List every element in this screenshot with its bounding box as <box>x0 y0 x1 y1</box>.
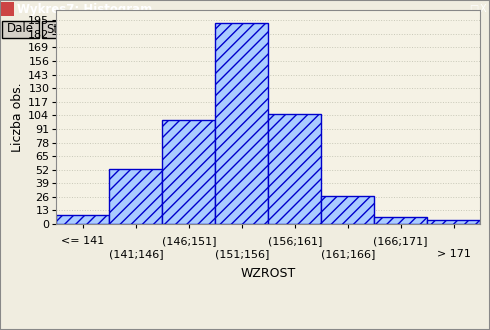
Text: □: □ <box>469 4 478 14</box>
Bar <box>1 2 14 16</box>
Bar <box>269 114 321 224</box>
FancyBboxPatch shape <box>42 21 78 38</box>
Text: (146;151]: (146;151] <box>162 236 216 246</box>
FancyBboxPatch shape <box>2 21 39 38</box>
Text: > 171: > 171 <box>437 248 471 259</box>
Text: Dale: Dale <box>7 22 34 36</box>
Text: Histogram (SP w Zabeziu.STA 7v*500c): Histogram (SP w Zabeziu.STA 7v*500c) <box>109 22 381 36</box>
Text: Wykres7: Histogram: Wykres7: Histogram <box>17 3 152 16</box>
Text: Stop: Stop <box>47 22 74 36</box>
Bar <box>374 217 427 224</box>
Bar <box>109 169 162 224</box>
Bar <box>321 196 374 224</box>
Bar <box>215 23 269 224</box>
Bar <box>162 119 215 224</box>
Y-axis label: Liczba obs.: Liczba obs. <box>11 82 24 152</box>
Bar <box>427 220 480 224</box>
Text: (166;171]: (166;171] <box>373 236 428 246</box>
Text: (161;166]: (161;166] <box>320 248 375 259</box>
Text: _: _ <box>458 4 463 14</box>
Bar <box>56 214 109 224</box>
Text: <= 141: <= 141 <box>61 236 104 246</box>
Text: X: X <box>480 4 487 14</box>
Text: (151;156]: (151;156] <box>215 248 269 259</box>
Text: (156;161]: (156;161] <box>268 236 322 246</box>
Text: WZROST: WZROST <box>241 267 296 280</box>
Text: (141;146]: (141;146] <box>108 248 163 259</box>
